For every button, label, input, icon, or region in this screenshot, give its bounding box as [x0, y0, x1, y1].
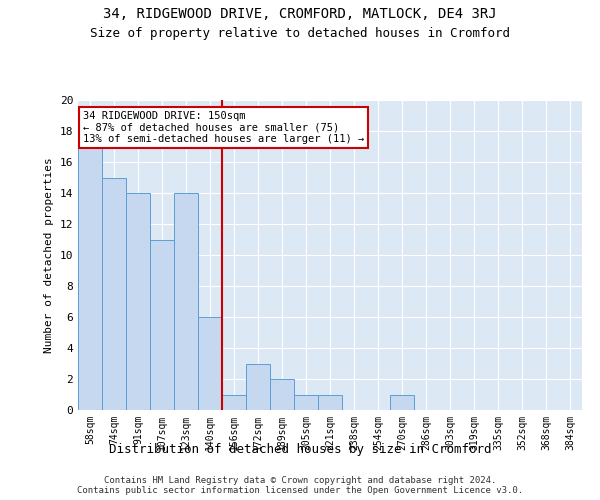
Text: Contains HM Land Registry data © Crown copyright and database right 2024.
Contai: Contains HM Land Registry data © Crown c…	[77, 476, 523, 495]
Y-axis label: Number of detached properties: Number of detached properties	[44, 157, 54, 353]
Bar	[390, 394, 414, 410]
Text: Distribution of detached houses by size in Cromford: Distribution of detached houses by size …	[109, 442, 491, 456]
Bar	[198, 317, 222, 410]
Text: Size of property relative to detached houses in Cromford: Size of property relative to detached ho…	[90, 28, 510, 40]
Text: 34 RIDGEWOOD DRIVE: 150sqm
← 87% of detached houses are smaller (75)
13% of semi: 34 RIDGEWOOD DRIVE: 150sqm ← 87% of deta…	[83, 111, 364, 144]
Bar	[102, 178, 126, 410]
Bar	[318, 394, 342, 410]
Bar	[78, 146, 102, 410]
Bar	[174, 193, 198, 410]
Text: 34, RIDGEWOOD DRIVE, CROMFORD, MATLOCK, DE4 3RJ: 34, RIDGEWOOD DRIVE, CROMFORD, MATLOCK, …	[103, 8, 497, 22]
Bar	[246, 364, 270, 410]
Bar	[222, 394, 246, 410]
Bar	[270, 379, 294, 410]
Bar	[150, 240, 174, 410]
Bar	[126, 193, 150, 410]
Bar	[294, 394, 318, 410]
